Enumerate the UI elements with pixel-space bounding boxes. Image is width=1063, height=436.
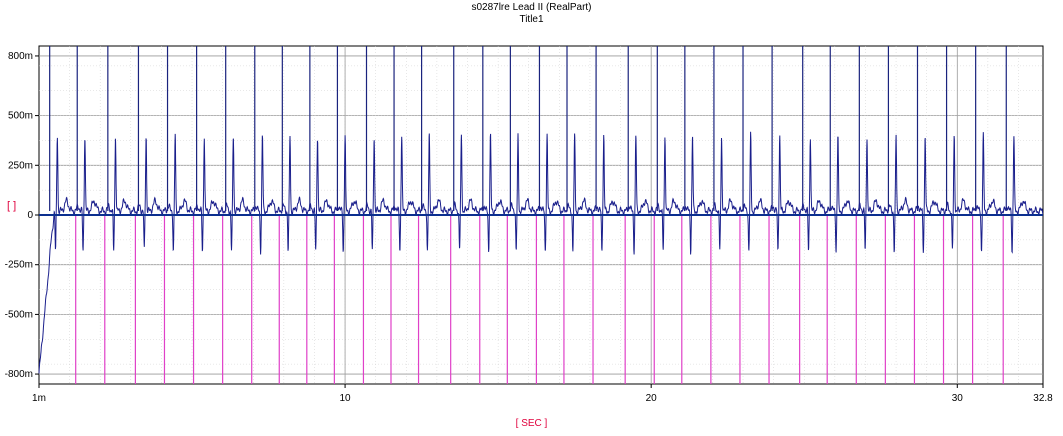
chart-subtitle: Title1 bbox=[519, 14, 544, 25]
y-tick-label: 250m bbox=[8, 160, 33, 171]
x-tick-label: 32.8 bbox=[1033, 393, 1053, 404]
y-tick-label: -800m bbox=[5, 369, 33, 380]
y-axis-label: [ ] bbox=[7, 200, 17, 212]
x-tick-label: 1m bbox=[32, 393, 46, 404]
x-tick-label: 30 bbox=[952, 393, 964, 404]
ecg-trace bbox=[38, 131, 1044, 374]
x-tick-label: 10 bbox=[340, 393, 352, 404]
y-tick-label: 800m bbox=[8, 51, 33, 62]
x-axis-label: [ SEC ] bbox=[515, 418, 548, 429]
y-tick-label: 500m bbox=[8, 111, 33, 122]
y-tick-label: -500m bbox=[5, 309, 33, 320]
x-tick-label: 20 bbox=[646, 393, 658, 404]
y-tick-label: 0 bbox=[27, 210, 33, 221]
y-tick-label: -250m bbox=[5, 260, 33, 271]
chart-title: s0287lre Lead II (RealPart) bbox=[471, 2, 592, 13]
